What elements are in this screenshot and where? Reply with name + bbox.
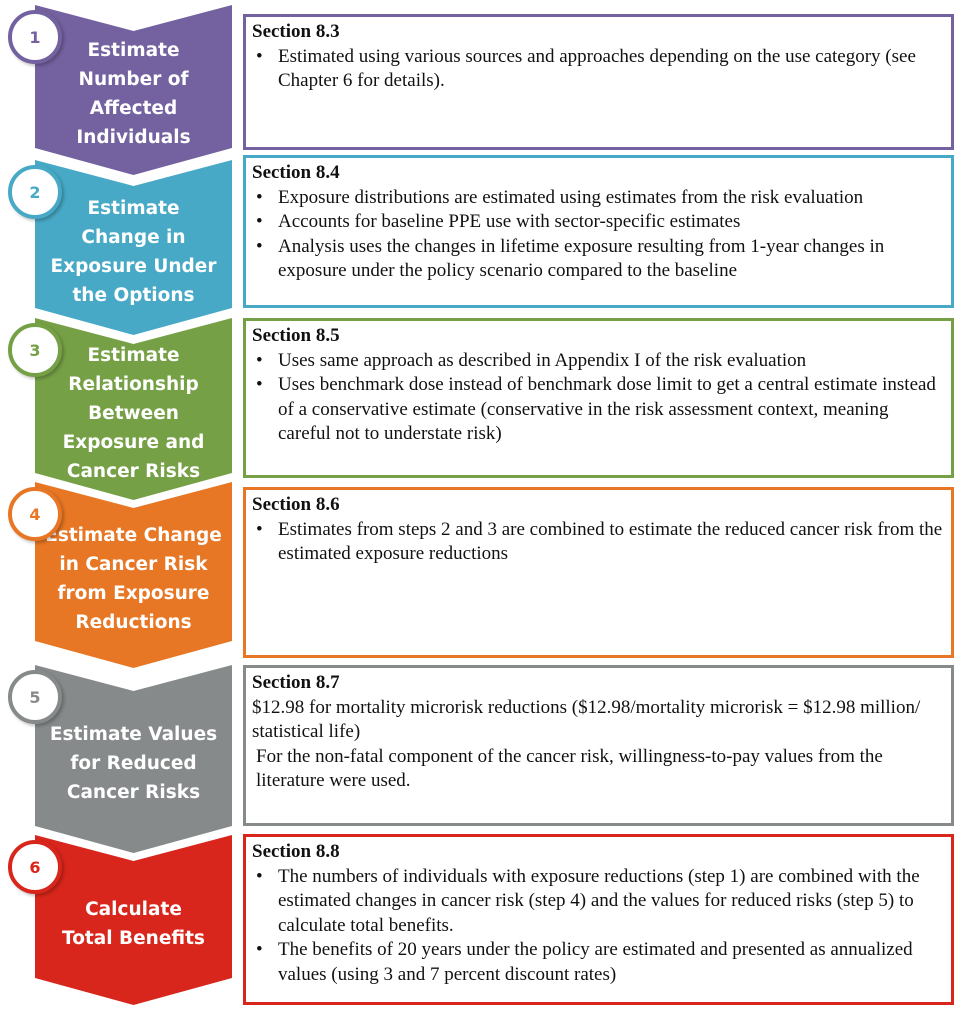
step-title: Estimate Change in Exposure Under the Op… xyxy=(50,197,217,306)
section-reference: Section 8.7 xyxy=(252,672,340,693)
step-chevron: Estimate Number of Affected Individuals xyxy=(35,5,232,175)
section-reference: Section 8.6 xyxy=(252,494,340,515)
step-detail-box: Section 8.5 Uses same approach as describ… xyxy=(243,318,954,478)
detail-bullet-list: Estimated using various sources and appr… xyxy=(252,45,943,94)
step-number-badge: 1 xyxy=(8,10,62,64)
detail-paragraph: $12.98 for mortality microrisk reduction… xyxy=(252,696,921,743)
step-detail-box: Section 8.4 Exposure distributions are es… xyxy=(243,155,954,308)
step-detail-box: Section 8.6 Estimates from steps 2 and 3 … xyxy=(243,487,954,658)
step-chevron: Estimate Relationship Between Exposure a… xyxy=(35,318,232,500)
section-reference: Section 8.5 xyxy=(252,325,340,346)
step-chevron: Estimate Change in Cancer Risk from Expo… xyxy=(35,482,232,668)
detail-bullet: Estimated using various sources and appr… xyxy=(256,45,943,94)
step-number-badge: 2 xyxy=(8,165,62,219)
step-title: Estimate Values for Reduced Cancer Risks xyxy=(49,723,218,803)
step-chevron: Calculate Total Benefits xyxy=(35,835,232,1005)
section-reference: Section 8.3 xyxy=(252,21,340,42)
step-number-badge: 3 xyxy=(8,323,62,377)
step-title: Estimate Number of Affected Individuals xyxy=(76,40,191,148)
detail-bullet-list: Estimates from steps 2 and 3 are combine… xyxy=(252,518,943,567)
detail-paragraph: For the non-fatal component of the cance… xyxy=(256,745,883,792)
detail-bullet: Exposure distributions are estimated usi… xyxy=(256,186,943,211)
step-number-badge: 5 xyxy=(8,670,62,724)
detail-bullet: Uses same approach as described in Appen… xyxy=(256,349,943,374)
step-number-badge: 4 xyxy=(8,487,62,541)
step-detail-box: Section 8.8 The numbers of individuals wi… xyxy=(243,834,954,1005)
detail-bullet: Uses benchmark dose instead of benchmark… xyxy=(256,373,943,447)
step-title: Calculate Total Benefits xyxy=(62,899,205,949)
section-reference: Section 8.8 xyxy=(252,841,340,862)
section-reference: Section 8.4 xyxy=(252,162,340,183)
detail-bullet-list: Exposure distributions are estimated usi… xyxy=(252,186,943,284)
step-title: Estimate Relationship Between Exposure a… xyxy=(62,344,205,482)
step-detail-box: Section 8.7 $12.98 for mortality microris… xyxy=(243,665,954,826)
detail-bullet: Analysis uses the changes in lifetime ex… xyxy=(256,235,943,284)
step-chevron: Estimate Values for Reduced Cancer Risks xyxy=(35,665,232,853)
step-title: Estimate Change in Cancer Risk from Expo… xyxy=(45,525,222,633)
step-chevron: Estimate Change in Exposure Under the Op… xyxy=(35,160,232,335)
detail-bullet: The benefits of 20 years under the polic… xyxy=(256,938,943,987)
step-detail-box: Section 8.3 Estimated using various sourc… xyxy=(243,14,954,150)
step-number-badge: 6 xyxy=(8,840,62,894)
detail-bullet-list: Uses same approach as described in Appen… xyxy=(252,349,943,447)
detail-bullet: Estimates from steps 2 and 3 are combine… xyxy=(256,518,943,567)
detail-bullet: The numbers of individuals with exposure… xyxy=(256,865,943,939)
detail-bullet-list: The numbers of individuals with exposure… xyxy=(252,865,943,988)
detail-bullet: Accounts for baseline PPE use with secto… xyxy=(256,210,943,235)
